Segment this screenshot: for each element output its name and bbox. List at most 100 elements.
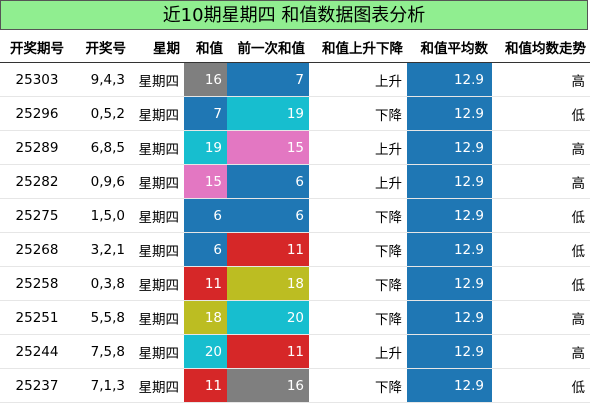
change-cell: 下降 — [309, 232, 407, 267]
trend-cell: 低 — [492, 198, 590, 233]
numbers-cell: 0,3,8 — [74, 266, 130, 301]
table-row: 25244 7,5,8 星期四 20 11 上升 12.9 高 — [0, 334, 590, 369]
weekday-cell: 星期四 — [130, 164, 184, 199]
table-row: 25258 0,3,8 星期四 11 18 下降 12.9 低 — [0, 266, 590, 301]
change-cell: 上升 — [309, 334, 407, 369]
prev-sum-cell: 6 — [227, 164, 309, 199]
header-row: 开奖期号 开奖号 星期 和值 前一次和值 和值上升下降 和值平均数 和值均数走势 — [0, 31, 590, 63]
weekday-cell: 星期四 — [130, 368, 184, 403]
column-header-7: 和值均数走势 — [492, 31, 590, 63]
change-cell: 下降 — [309, 300, 407, 335]
avg-cell: 12.9 — [407, 164, 492, 199]
column-header-1: 开奖号 — [74, 31, 130, 63]
issue-cell: 25303 — [0, 62, 74, 97]
data-table: 开奖期号 开奖号 星期 和值 前一次和值 和值上升下降 和值平均数 和值均数走势 25303 9… — [0, 31, 590, 403]
weekday-cell: 星期四 — [130, 232, 184, 267]
weekday-cell: 星期四 — [130, 96, 184, 131]
chart-title: 近10期星期四 和值数据图表分析 — [0, 0, 588, 30]
sum-cell: 15 — [184, 164, 227, 199]
avg-cell: 12.9 — [407, 198, 492, 233]
prev-sum-cell: 20 — [227, 300, 309, 335]
sum-cell: 6 — [184, 232, 227, 267]
table-row: 25303 9,4,3 星期四 16 7 上升 12.9 高 — [0, 62, 590, 97]
weekday-cell: 星期四 — [130, 62, 184, 97]
sum-cell: 19 — [184, 130, 227, 165]
numbers-cell: 9,4,3 — [74, 62, 130, 97]
sum-cell: 16 — [184, 62, 227, 97]
weekday-cell: 星期四 — [130, 334, 184, 369]
column-header-5: 和值上升下降 — [309, 31, 407, 63]
prev-sum-cell: 11 — [227, 334, 309, 369]
avg-cell: 12.9 — [407, 130, 492, 165]
numbers-cell: 7,1,3 — [74, 368, 130, 403]
table-row: 25268 3,2,1 星期四 6 11 下降 12.9 低 — [0, 232, 590, 267]
issue-cell: 25289 — [0, 130, 74, 165]
numbers-cell: 7,5,8 — [74, 334, 130, 369]
numbers-cell: 6,8,5 — [74, 130, 130, 165]
prev-sum-cell: 18 — [227, 266, 309, 301]
avg-cell: 12.9 — [407, 96, 492, 131]
change-cell: 上升 — [309, 130, 407, 165]
sum-cell: 7 — [184, 96, 227, 131]
change-cell: 下降 — [309, 368, 407, 403]
column-header-6: 和值平均数 — [407, 31, 492, 63]
prev-sum-cell: 6 — [227, 198, 309, 233]
numbers-cell: 5,5,8 — [74, 300, 130, 335]
numbers-cell: 1,5,0 — [74, 198, 130, 233]
table-row: 25282 0,9,6 星期四 15 6 上升 12.9 高 — [0, 164, 590, 199]
trend-cell: 高 — [492, 334, 590, 369]
table-row: 25296 0,5,2 星期四 7 19 下降 12.9 低 — [0, 96, 590, 131]
issue-cell: 25268 — [0, 232, 74, 267]
change-cell: 上升 — [309, 62, 407, 97]
trend-cell: 低 — [492, 266, 590, 301]
prev-sum-cell: 15 — [227, 130, 309, 165]
table-row: 25237 7,1,3 星期四 11 16 下降 12.9 低 — [0, 368, 590, 403]
weekday-cell: 星期四 — [130, 130, 184, 165]
issue-cell: 25244 — [0, 334, 74, 369]
prev-sum-cell: 7 — [227, 62, 309, 97]
trend-cell: 高 — [492, 164, 590, 199]
table-row: 25275 1,5,0 星期四 6 6 下降 12.9 低 — [0, 198, 590, 233]
avg-cell: 12.9 — [407, 368, 492, 403]
avg-cell: 12.9 — [407, 232, 492, 267]
trend-cell: 低 — [492, 96, 590, 131]
numbers-cell: 0,9,6 — [74, 164, 130, 199]
change-cell: 上升 — [309, 164, 407, 199]
table-row: 25251 5,5,8 星期四 18 20 下降 12.9 高 — [0, 300, 590, 335]
change-cell: 下降 — [309, 198, 407, 233]
issue-cell: 25251 — [0, 300, 74, 335]
avg-cell: 12.9 — [407, 300, 492, 335]
sum-cell: 6 — [184, 198, 227, 233]
issue-cell: 25237 — [0, 368, 74, 403]
trend-cell: 高 — [492, 130, 590, 165]
issue-cell: 25275 — [0, 198, 74, 233]
weekday-cell: 星期四 — [130, 300, 184, 335]
prev-sum-cell: 16 — [227, 368, 309, 403]
trend-cell: 低 — [492, 232, 590, 267]
weekday-cell: 星期四 — [130, 198, 184, 233]
sum-cell: 11 — [184, 368, 227, 403]
column-header-0: 开奖期号 — [0, 31, 74, 63]
issue-cell: 25296 — [0, 96, 74, 131]
column-header-2: 星期 — [130, 31, 184, 63]
column-header-4: 前一次和值 — [227, 31, 309, 63]
sum-cell: 18 — [184, 300, 227, 335]
issue-cell: 25282 — [0, 164, 74, 199]
sum-cell: 11 — [184, 266, 227, 301]
trend-cell: 低 — [492, 368, 590, 403]
trend-cell: 高 — [492, 62, 590, 97]
avg-cell: 12.9 — [407, 62, 492, 97]
sum-cell: 20 — [184, 334, 227, 369]
table-body: 25303 9,4,3 星期四 16 7 上升 12.9 高 25296 0,5,2 星期四 7 19 下… — [0, 62, 590, 403]
weekday-cell: 星期四 — [130, 266, 184, 301]
prev-sum-cell: 11 — [227, 232, 309, 267]
change-cell: 下降 — [309, 266, 407, 301]
avg-cell: 12.9 — [407, 266, 492, 301]
column-header-3: 和值 — [184, 31, 227, 63]
avg-cell: 12.9 — [407, 334, 492, 369]
table-row: 25289 6,8,5 星期四 19 15 上升 12.9 高 — [0, 130, 590, 165]
numbers-cell: 3,2,1 — [74, 232, 130, 267]
trend-cell: 高 — [492, 300, 590, 335]
prev-sum-cell: 19 — [227, 96, 309, 131]
